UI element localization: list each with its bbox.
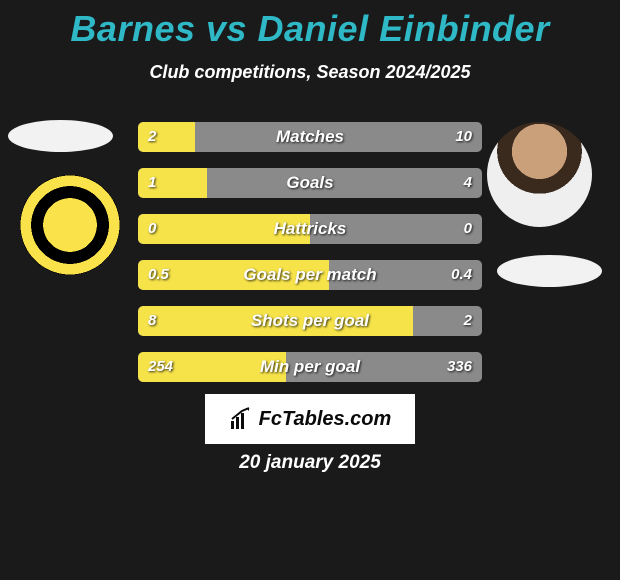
fctables-logo-icon: [229, 407, 253, 431]
bar-label: Goals per match: [138, 260, 482, 290]
right-player-photo: [487, 122, 592, 227]
right-flag-icon: [497, 255, 602, 287]
bar-label: Shots per goal: [138, 306, 482, 336]
bar-label: Matches: [138, 122, 482, 152]
bar-label: Hattricks: [138, 214, 482, 244]
page-title: Barnes vs Daniel Einbinder: [0, 0, 620, 50]
left-flag-icon: [8, 120, 113, 152]
title-vs: vs: [195, 8, 257, 49]
left-club-crest-icon: [20, 175, 120, 275]
bar-row: 00Hattricks: [138, 214, 482, 244]
comparison-bars: 210Matches 14Goals 00Hattricks 0.50.4Goals …: [138, 122, 482, 398]
bar-row: 210Matches: [138, 122, 482, 152]
fctables-watermark: FcTables.com: [205, 394, 415, 444]
bar-row: 14Goals: [138, 168, 482, 198]
bar-row: 82Shots per goal: [138, 306, 482, 336]
bar-row: 254336Min per goal: [138, 352, 482, 382]
title-left: Barnes: [70, 8, 195, 49]
fctables-text: FcTables.com: [259, 408, 392, 431]
subtitle: Club competitions, Season 2024/2025: [0, 62, 620, 83]
bar-label: Min per goal: [138, 352, 482, 382]
title-right: Daniel Einbinder: [258, 8, 550, 49]
bar-label: Goals: [138, 168, 482, 198]
date-label: 20 january 2025: [0, 452, 620, 474]
bar-row: 0.50.4Goals per match: [138, 260, 482, 290]
